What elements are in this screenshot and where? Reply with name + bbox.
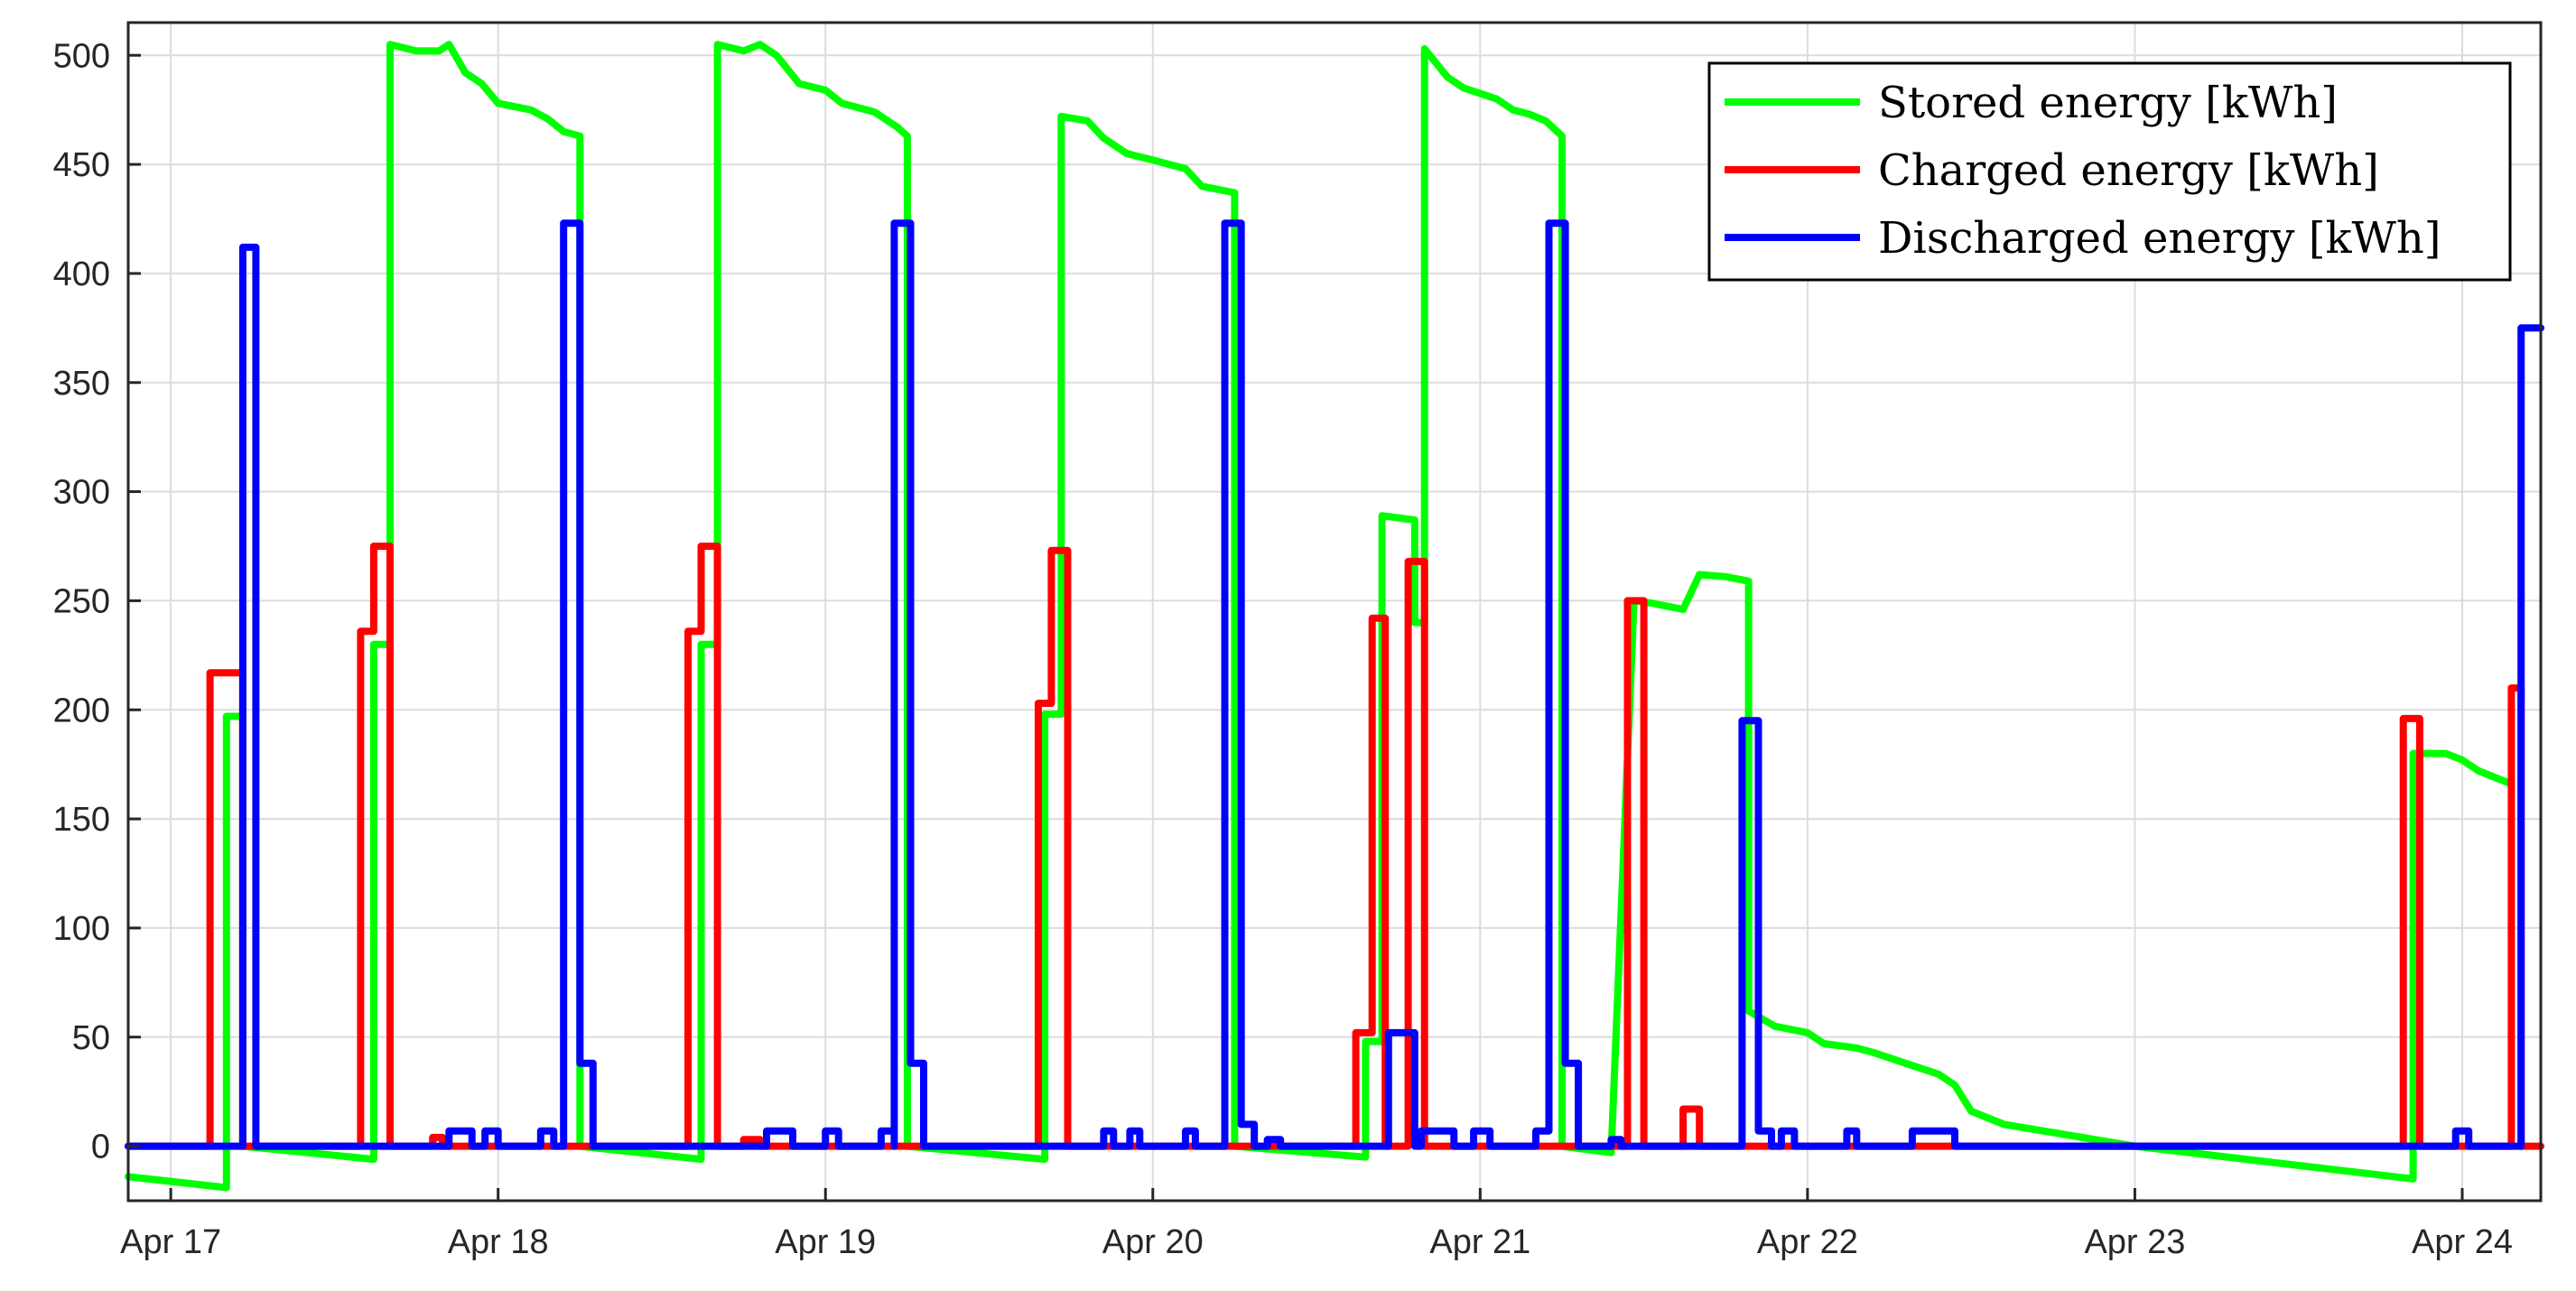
series-group [125, 41, 2544, 1192]
axes [126, 21, 2543, 1203]
legend-label-discharged: Discharged energy [kWh] [1878, 213, 2441, 264]
x-tick-label: Apr 18 [448, 1223, 549, 1261]
x-tick-label: Apr 21 [1429, 1223, 1530, 1261]
y-tick-label: 500 [53, 37, 110, 75]
y-tick-label: 400 [53, 255, 110, 293]
y-tick-label: 100 [53, 910, 110, 948]
x-tick-label: Apr 23 [2084, 1223, 2185, 1261]
x-tick-label: Apr 20 [1102, 1223, 1204, 1261]
y-tick-label: 450 [53, 146, 110, 184]
y-tick-label: 50 [72, 1019, 110, 1057]
tick-labels: 0 50 100 150 200 250 300 350 400 450 500 Apr 17 Apr … [53, 37, 2513, 1261]
x-tick-label: Apr 17 [120, 1223, 221, 1261]
y-tick-label: 350 [53, 365, 110, 403]
x-tick-label: Apr 24 [2412, 1223, 2513, 1261]
stored-energy-line [125, 41, 2516, 1192]
y-tick-label: 200 [53, 692, 110, 729]
legend-label-stored: Stored energy [kWh] [1878, 78, 2338, 128]
x-tick-label: Apr 22 [1757, 1223, 1858, 1261]
x-tick-label: Apr 19 [775, 1223, 876, 1261]
y-tick-label: 250 [53, 582, 110, 620]
y-tick-label: 0 [91, 1128, 110, 1166]
y-tick-label: 300 [53, 474, 110, 512]
discharged-energy-line [125, 219, 2544, 1150]
plot-area-border [126, 21, 2543, 1203]
legend-label-charged: Charged energy [kWh] [1878, 145, 2379, 196]
charged-energy-line [125, 543, 2544, 1150]
y-tick-label: 150 [53, 801, 110, 839]
legend: Stored energy [kWh] Charged energy [kWh]… [1707, 61, 2512, 282]
